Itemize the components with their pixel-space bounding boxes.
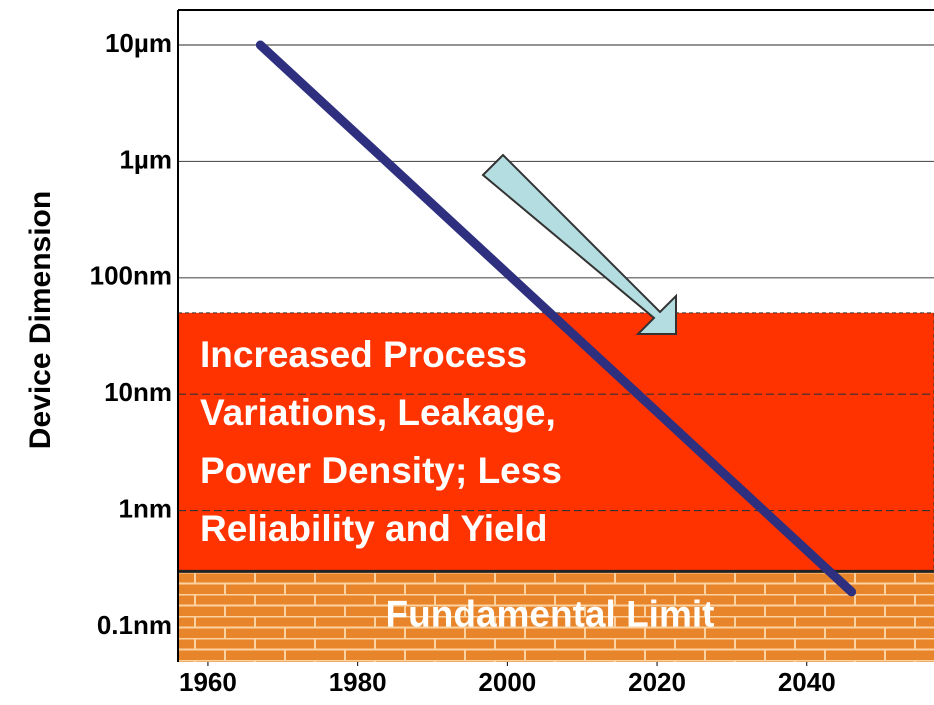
- region-label: Reliability and Yield: [200, 508, 548, 549]
- y-tick-label: 100nm: [90, 261, 172, 291]
- x-tick-label: 2000: [478, 667, 536, 697]
- region-label: Increased Process: [200, 334, 527, 375]
- y-axis-label: Device Dimension: [24, 191, 57, 449]
- trend-arrow: [483, 155, 676, 334]
- region-label: Power Density; Less: [200, 450, 562, 491]
- limit-label: Fundamental Limit: [386, 593, 715, 634]
- chart: Device Dimension 0.1nm 1nm 10nm 100nm 1µm 10µ…: [0, 0, 934, 700]
- y-tick-label: 10µm: [105, 28, 172, 58]
- y-tick-label: 1nm: [119, 493, 172, 523]
- x-tick-label: 2020: [628, 667, 686, 697]
- x-tick-label: 1960: [179, 667, 237, 697]
- x-tick-label: 1980: [329, 667, 387, 697]
- x-tick-label: 2040: [778, 667, 836, 697]
- y-tick-label: 1µm: [119, 144, 172, 174]
- y-tick-label: 0.1nm: [97, 610, 172, 640]
- y-tick-label: 10nm: [104, 377, 172, 407]
- region-label: Variations, Leakage,: [200, 392, 556, 433]
